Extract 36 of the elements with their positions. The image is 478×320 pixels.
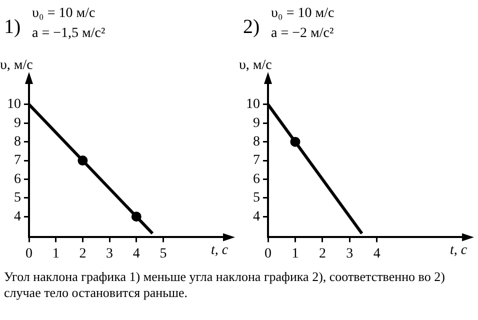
x-tick-label: 4 <box>132 246 140 262</box>
y-tick-label: 8 <box>253 134 260 150</box>
y-tick-label: 4 <box>14 209 21 224</box>
chart-title: 2) <box>243 16 260 39</box>
y-tick-label: 8 <box>14 134 21 150</box>
text: υ₀ = 10 м/с <box>271 5 334 23</box>
x-tick-label: 3 <box>346 246 354 262</box>
x-tick-label: 0 <box>26 246 32 262</box>
text: Угол наклона графика 1) меньше угла наклона графика 2), соответственно во 2) случае тело остановится раньше. <box>4 269 446 301</box>
y-tick-label: 9 <box>14 116 21 131</box>
y-tick-label: 5 <box>14 190 21 206</box>
y-tick-label: 5 <box>253 190 260 206</box>
x-tick-label: 1 <box>52 246 60 262</box>
text: a = −1,5 м/с² <box>32 25 106 43</box>
y-tick-label: 9 <box>253 116 260 131</box>
y-tick-label: 7 <box>14 153 21 168</box>
x-axis-title: t, с <box>450 243 468 260</box>
y-tick-label: 7 <box>253 153 260 168</box>
x-tick-label: 3 <box>106 246 114 262</box>
text: a = −2 м/с² <box>271 25 334 43</box>
x-tick-label: 5 <box>160 246 167 262</box>
x-axis-title: t, с <box>211 243 228 260</box>
y-tick-label: 4 <box>253 209 260 224</box>
y-tick-label: 10 <box>7 97 21 112</box>
text: υ₀ = 10 м/с <box>32 5 96 23</box>
x-tick-label: 0 <box>264 246 272 262</box>
x-tick-label: 1 <box>292 246 299 262</box>
y-tick-label: 10 <box>246 97 260 112</box>
x-tick-label: 2 <box>318 246 326 262</box>
y-tick-label: 6 <box>14 172 21 187</box>
y-axis-title: υ, м/с <box>0 58 33 74</box>
x-tick-label: 2 <box>79 246 86 262</box>
y-tick-label: 6 <box>253 172 260 187</box>
chart-title: 1) <box>4 16 21 39</box>
y-axis-title: υ, м/с <box>239 58 272 74</box>
x-tick-label: 4 <box>373 246 380 262</box>
